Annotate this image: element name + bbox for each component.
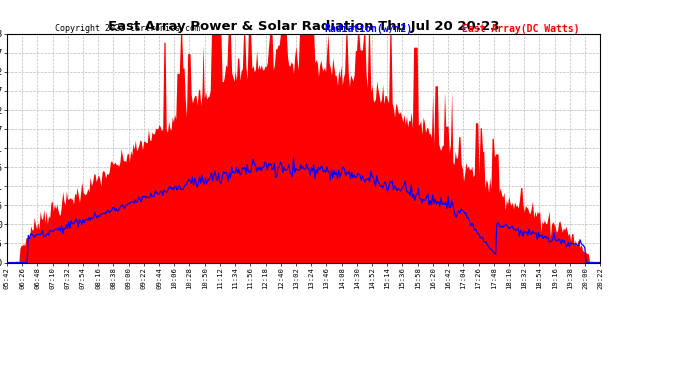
Text: Copyright 2023 Cartronics.com: Copyright 2023 Cartronics.com xyxy=(55,24,200,33)
Text: East Array(DC Watts): East Array(DC Watts) xyxy=(462,24,580,34)
Title: East Array Power & Solar Radiation Thu Jul 20 20:23: East Array Power & Solar Radiation Thu J… xyxy=(108,20,500,33)
Text: Radiation(w/m2): Radiation(w/m2) xyxy=(324,24,413,34)
